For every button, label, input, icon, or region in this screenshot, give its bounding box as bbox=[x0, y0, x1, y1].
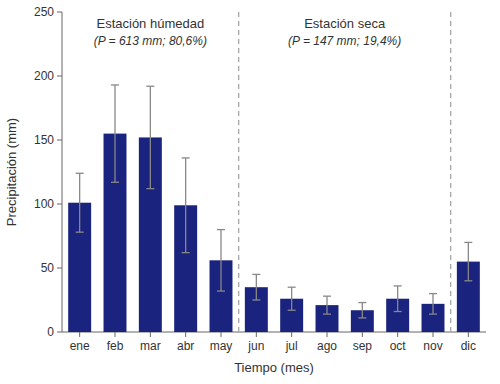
error-bar bbox=[429, 294, 437, 314]
error-bar bbox=[464, 242, 472, 280]
error-cap bbox=[111, 84, 119, 85]
error-cap bbox=[252, 299, 260, 300]
error-cap bbox=[252, 274, 260, 275]
error-cap bbox=[146, 86, 154, 87]
error-cap bbox=[111, 182, 119, 183]
error-cap bbox=[76, 173, 84, 174]
y-axis-title: Precipitación (mm) bbox=[4, 118, 19, 226]
x-tick bbox=[221, 332, 222, 337]
error-cap bbox=[358, 302, 366, 303]
error-line bbox=[185, 158, 186, 253]
error-cap bbox=[182, 252, 190, 253]
x-tick-label: mar bbox=[140, 339, 161, 353]
error-bar bbox=[394, 286, 402, 312]
y-tick bbox=[57, 140, 62, 141]
error-line bbox=[79, 173, 80, 232]
y-tick-label: 250 bbox=[34, 5, 54, 19]
x-tick-label: may bbox=[210, 339, 233, 353]
error-line bbox=[326, 296, 327, 314]
error-bar bbox=[252, 274, 260, 300]
x-tick bbox=[397, 332, 398, 337]
error-cap bbox=[429, 313, 437, 314]
x-tick bbox=[115, 332, 116, 337]
annotations: Estación húmedad (P = 613 mm; 80,6%) Estac… bbox=[94, 12, 451, 332]
error-bar bbox=[288, 287, 296, 310]
error-cap bbox=[288, 310, 296, 311]
x-tick bbox=[79, 332, 80, 337]
y-tick-label: 0 bbox=[47, 325, 54, 339]
error-cap bbox=[358, 317, 366, 318]
x-tick-label: ago bbox=[317, 339, 337, 353]
error-cap bbox=[146, 188, 154, 189]
error-line bbox=[256, 274, 257, 300]
error-cap bbox=[394, 285, 402, 286]
error-line bbox=[468, 242, 469, 280]
y-tick-label: 50 bbox=[41, 261, 55, 275]
season-divider bbox=[450, 12, 451, 332]
error-bar bbox=[76, 173, 84, 232]
error-cap bbox=[464, 280, 472, 281]
error-line bbox=[432, 294, 433, 314]
error-cap bbox=[76, 232, 84, 233]
error-cap bbox=[394, 311, 402, 312]
x-tick bbox=[327, 332, 328, 337]
chart-svg: 0 50 100 150 200 250 ene feb mar abr mayjun jul ago s… bbox=[0, 0, 500, 384]
error-bar bbox=[111, 85, 119, 182]
y-tick bbox=[57, 332, 62, 333]
y-tick-label: 200 bbox=[34, 69, 54, 83]
y-axis-line bbox=[62, 12, 63, 332]
error-cap bbox=[217, 290, 225, 291]
y-tick-label: 100 bbox=[34, 197, 54, 211]
error-bar bbox=[358, 303, 366, 318]
x-tick-label: ene bbox=[70, 339, 90, 353]
x-tick bbox=[150, 332, 151, 337]
bars bbox=[68, 85, 480, 332]
error-cap bbox=[429, 293, 437, 294]
x-axis-title: Tiempo (mes) bbox=[234, 360, 314, 375]
y-tick bbox=[57, 12, 62, 13]
annotation-title: Estación húmedad bbox=[96, 16, 204, 31]
x-tick bbox=[433, 332, 434, 337]
x-tick-label: sep bbox=[353, 339, 373, 353]
x-tick bbox=[256, 332, 257, 337]
x-tick-label: oct bbox=[390, 339, 407, 353]
x-axis: ene feb mar abr mayjun jul ago sep oct nov dic bbox=[70, 332, 476, 353]
annotation-subtitle: (P = 147 mm; 19,4%) bbox=[288, 34, 401, 48]
season-divider bbox=[238, 12, 239, 332]
error-cap bbox=[182, 157, 190, 158]
error-bar bbox=[146, 86, 154, 188]
x-tick bbox=[362, 332, 363, 337]
error-cap bbox=[288, 287, 296, 288]
error-line bbox=[291, 287, 292, 310]
error-bar bbox=[217, 230, 225, 291]
x-tick-label: abr bbox=[177, 339, 194, 353]
error-cap bbox=[217, 229, 225, 230]
y-tick bbox=[57, 204, 62, 205]
x-tick-label: jun bbox=[247, 339, 264, 353]
error-bar bbox=[182, 158, 190, 253]
error-cap bbox=[323, 296, 331, 297]
x-tick-label: nov bbox=[423, 339, 442, 353]
error-line bbox=[220, 230, 221, 291]
y-tick bbox=[57, 76, 62, 77]
annotation-title: Estación seca bbox=[304, 16, 386, 31]
x-tick-label: dic bbox=[461, 339, 476, 353]
y-axis: 0 50 100 150 200 250 bbox=[34, 5, 62, 339]
error-line bbox=[114, 85, 115, 182]
error-cap bbox=[464, 242, 472, 243]
error-line bbox=[397, 286, 398, 312]
x-tick bbox=[291, 332, 292, 337]
error-line bbox=[150, 86, 151, 188]
error-bar bbox=[323, 296, 331, 314]
x-tick bbox=[185, 332, 186, 337]
y-tick-label: 150 bbox=[34, 133, 54, 147]
chart-container: 0 50 100 150 200 250 ene feb mar abr mayjun jul ago s… bbox=[0, 0, 500, 384]
error-cap bbox=[323, 313, 331, 314]
y-tick bbox=[57, 268, 62, 269]
x-tick-label: feb bbox=[107, 339, 124, 353]
annotation-subtitle: (P = 613 mm; 80,6%) bbox=[94, 34, 207, 48]
error-line bbox=[362, 303, 363, 318]
x-tick-label: jul bbox=[285, 339, 298, 353]
x-tick bbox=[468, 332, 469, 337]
